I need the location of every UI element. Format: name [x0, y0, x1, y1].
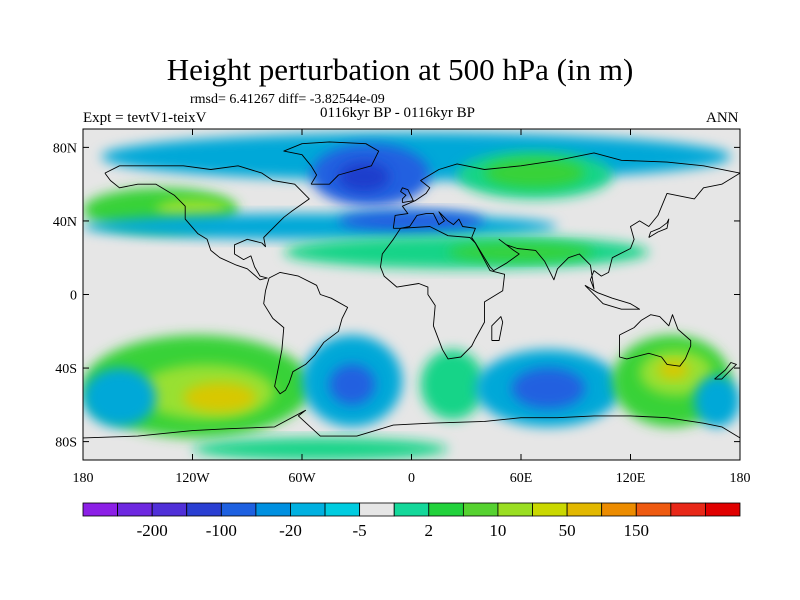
legend-swatch: [255, 502, 291, 517]
legend-tick-label: 10: [489, 521, 506, 540]
legend-swatch: [324, 502, 361, 517]
legend-tick-label: 150: [624, 521, 650, 540]
legend-tick-label: 2: [425, 521, 434, 540]
y-tick-label: 80N: [53, 141, 77, 156]
legend-swatch: [428, 502, 464, 517]
legend-swatch: [82, 502, 118, 517]
south-atlantic-negative-core: [329, 364, 375, 405]
legend-swatch: [359, 502, 395, 517]
legend-swatch: [566, 502, 603, 517]
legend-swatch: [290, 502, 326, 517]
siberia-positive-core: [484, 158, 585, 188]
legend-tick-label: -200: [137, 521, 168, 540]
season-label: ANN: [706, 110, 739, 126]
color-legend: -200 -100 -20 -5 2 10 50 150: [82, 502, 741, 540]
subtropical-positive-core: [448, 243, 594, 262]
africa-coast: [380, 226, 506, 360]
legend-tick-label: -100: [206, 521, 237, 540]
legend-swatch: [635, 502, 672, 517]
antarctica-coast: [83, 409, 740, 439]
legend-tick-label: -20: [279, 521, 302, 540]
indonesia-coast: [584, 284, 641, 310]
y-tick-label: 40N: [53, 215, 77, 230]
south-indian-negative-core: [511, 368, 585, 409]
legend-swatch: [705, 502, 741, 517]
y-tick-label: 80S: [55, 436, 77, 451]
y-tick-label: 0: [70, 289, 77, 304]
legend-swatch: [532, 502, 568, 517]
x-tick-label: 60E: [510, 471, 533, 486]
x-tick-label: 180: [73, 471, 94, 486]
south-pacific-positive-core: [183, 382, 257, 413]
period-subtitle: 0116kyr BP - 0116kyr BP: [320, 105, 476, 121]
legend-swatch: [393, 502, 430, 517]
x-tick-label: 120E: [616, 471, 646, 486]
japan-coast: [648, 218, 670, 238]
north-atlantic-negative-band: [83, 213, 558, 240]
australia-coast: [619, 314, 692, 367]
legend-swatch: [151, 502, 188, 517]
greenland-atlantic-low-core: [338, 162, 390, 192]
x-tick-label: 0: [408, 471, 415, 486]
legend-swatch: [117, 502, 153, 517]
rmsd-diff-stats: rmsd= 6.41267 diff= -3.82544e-09: [190, 92, 385, 107]
australia-positive-peak: [657, 360, 689, 380]
north-america-coast: [104, 165, 310, 281]
map-axes: 80N 40N 0 40S 80S 180 120W 60W 0 60E 120E 180: [53, 129, 751, 486]
page-title: Height perturbation at 500 hPa (in m): [166, 52, 634, 87]
contour-field: [83, 132, 740, 460]
x-tick-label: 60W: [288, 471, 316, 486]
uk-coast: [400, 187, 414, 204]
south-indian-positive: [420, 349, 485, 420]
legend-swatch: [462, 502, 499, 517]
madagascar-coast: [491, 316, 504, 341]
legend-swatch: [497, 502, 533, 517]
new-zealand-coast: [714, 362, 737, 380]
coastlines: [83, 141, 740, 439]
north-atlantic-negative-core: [338, 209, 485, 232]
legend-tick-label: 50: [559, 521, 576, 540]
legend-swatch: [670, 502, 706, 517]
southern-pacific-negative-east: [694, 375, 740, 427]
legend-swatch: [186, 502, 222, 517]
south-america-coast: [263, 271, 349, 395]
y-tick-label: 40S: [55, 362, 77, 377]
europe-asia-coast: [392, 152, 740, 290]
legend-swatch: [601, 502, 637, 517]
antarctic-positive: [192, 437, 448, 460]
legend-swatch: [220, 502, 257, 517]
x-tick-label: 180: [730, 471, 751, 486]
greenland-coast: [283, 141, 380, 185]
legend-tick-label: -5: [353, 521, 367, 540]
experiment-label: Expt = tevtV1-teixV: [83, 110, 207, 126]
south-pacific-negative-west: [83, 368, 156, 427]
x-tick-label: 120W: [175, 471, 210, 486]
